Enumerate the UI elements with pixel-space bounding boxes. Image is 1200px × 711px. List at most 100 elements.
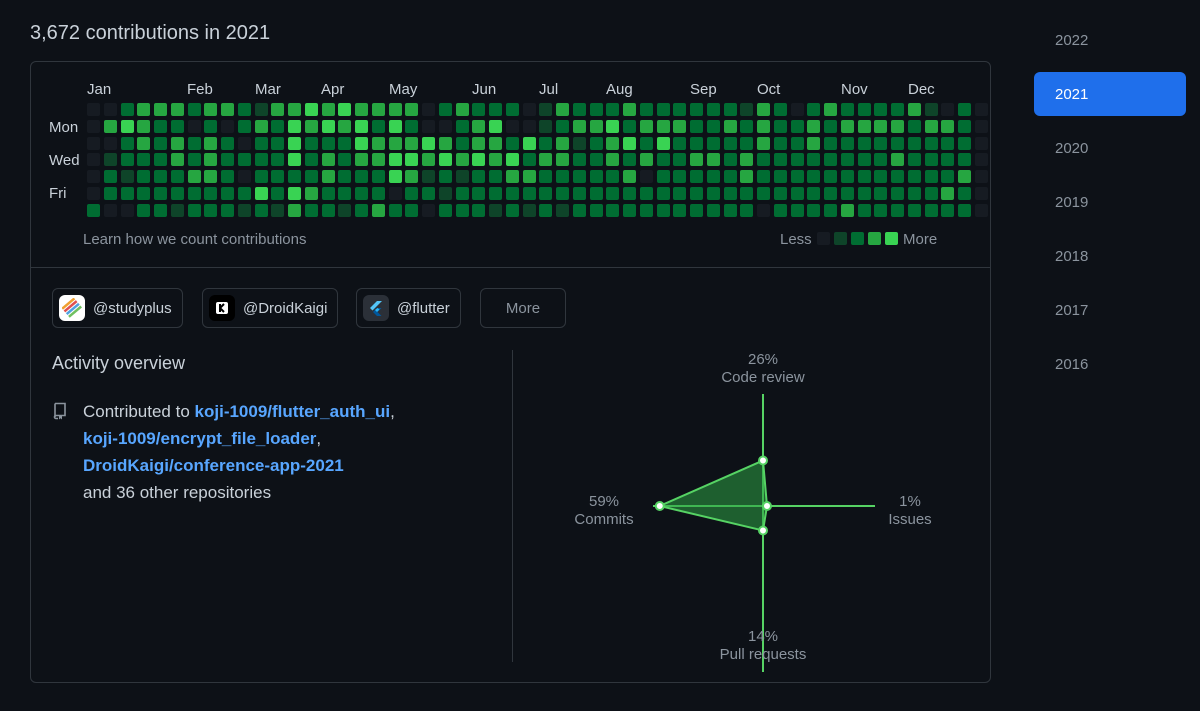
contribution-cell[interactable] bbox=[522, 186, 536, 200]
contribution-cell[interactable] bbox=[706, 136, 720, 150]
contribution-cell[interactable] bbox=[941, 203, 955, 217]
contribution-cell[interactable] bbox=[489, 186, 502, 200]
contribution-cell[interactable] bbox=[857, 153, 871, 167]
contribution-cell[interactable] bbox=[958, 103, 971, 116]
contribution-cell[interactable] bbox=[154, 203, 167, 217]
contribution-cell[interactable] bbox=[154, 119, 167, 133]
contribution-cell[interactable] bbox=[154, 153, 167, 167]
contribution-cell[interactable] bbox=[455, 136, 469, 150]
contribution-cell[interactable] bbox=[941, 119, 955, 133]
contribution-cell[interactable] bbox=[639, 170, 653, 183]
contribution-cell[interactable] bbox=[489, 170, 502, 183]
contribution-cell[interactable] bbox=[438, 136, 452, 150]
contribution-cell[interactable] bbox=[857, 203, 871, 217]
contribution-cell[interactable] bbox=[87, 203, 100, 217]
contribution-cell[interactable] bbox=[137, 103, 151, 116]
contribution-cell[interactable] bbox=[606, 186, 620, 200]
contribution-cell[interactable] bbox=[204, 153, 218, 167]
contribution-cell[interactable] bbox=[254, 119, 268, 133]
contribution-cell[interactable] bbox=[187, 136, 201, 150]
contribution-cell[interactable] bbox=[807, 119, 821, 133]
contribution-cell[interactable] bbox=[673, 186, 687, 200]
contribution-cell[interactable] bbox=[824, 136, 837, 150]
contribution-cell[interactable] bbox=[338, 153, 352, 167]
contribution-cell[interactable] bbox=[388, 203, 402, 217]
contribution-cell[interactable] bbox=[288, 153, 301, 167]
contribution-cell[interactable] bbox=[874, 186, 888, 200]
contribution-cell[interactable] bbox=[288, 136, 301, 150]
contribution-cell[interactable] bbox=[572, 153, 586, 167]
contribution-cell[interactable] bbox=[757, 119, 770, 133]
contribution-cell[interactable] bbox=[304, 136, 318, 150]
contribution-cell[interactable] bbox=[539, 136, 553, 150]
contribution-cell[interactable] bbox=[137, 186, 151, 200]
year-button-2022[interactable]: 2022 bbox=[1055, 31, 1089, 49]
contribution-cell[interactable] bbox=[221, 170, 234, 183]
contribution-cell[interactable] bbox=[187, 119, 201, 133]
contribution-cell[interactable] bbox=[87, 153, 100, 167]
contribution-cell[interactable] bbox=[556, 203, 569, 217]
contribution-cell[interactable] bbox=[673, 103, 687, 116]
contribution-cell[interactable] bbox=[422, 119, 435, 133]
contribution-cell[interactable] bbox=[807, 170, 821, 183]
contribution-cell[interactable] bbox=[405, 170, 419, 183]
contribution-cell[interactable] bbox=[271, 203, 285, 217]
contribution-cell[interactable] bbox=[304, 170, 318, 183]
contribution-cell[interactable] bbox=[673, 153, 687, 167]
contribution-cell[interactable] bbox=[656, 119, 670, 133]
contribution-cell[interactable] bbox=[723, 186, 737, 200]
contribution-cell[interactable] bbox=[371, 103, 385, 116]
contribution-cell[interactable] bbox=[355, 119, 368, 133]
contribution-cell[interactable] bbox=[958, 186, 971, 200]
contribution-cell[interactable] bbox=[857, 103, 871, 116]
contribution-cell[interactable] bbox=[472, 170, 486, 183]
contribution-cell[interactable] bbox=[522, 170, 536, 183]
contribution-cell[interactable] bbox=[137, 136, 151, 150]
contribution-cell[interactable] bbox=[187, 203, 201, 217]
contribution-cell[interactable] bbox=[338, 103, 352, 116]
contribution-cell[interactable] bbox=[321, 203, 335, 217]
contribution-cell[interactable] bbox=[639, 103, 653, 116]
contribution-cell[interactable] bbox=[974, 203, 988, 217]
contribution-cell[interactable] bbox=[706, 103, 720, 116]
contribution-cell[interactable] bbox=[656, 170, 670, 183]
contribution-cell[interactable] bbox=[120, 119, 134, 133]
contribution-cell[interactable] bbox=[589, 119, 603, 133]
contribution-cell[interactable] bbox=[254, 136, 268, 150]
contribution-cell[interactable] bbox=[154, 186, 167, 200]
contribution-cell[interactable] bbox=[606, 103, 620, 116]
contribution-cell[interactable] bbox=[422, 103, 435, 116]
contribution-cell[interactable] bbox=[321, 119, 335, 133]
contribution-cell[interactable] bbox=[840, 186, 854, 200]
contribution-cell[interactable] bbox=[757, 186, 770, 200]
contribution-cell[interactable] bbox=[388, 186, 402, 200]
contribution-cell[interactable] bbox=[304, 186, 318, 200]
contribution-cell[interactable] bbox=[656, 203, 670, 217]
contribution-cell[interactable] bbox=[572, 103, 586, 116]
contribution-cell[interactable] bbox=[120, 103, 134, 116]
contribution-cell[interactable] bbox=[891, 153, 904, 167]
contribution-cell[interactable] bbox=[623, 136, 636, 150]
contribution-cell[interactable] bbox=[874, 170, 888, 183]
contribution-cell[interactable] bbox=[388, 119, 402, 133]
contribution-cell[interactable] bbox=[773, 170, 787, 183]
contribution-cell[interactable] bbox=[941, 153, 955, 167]
contribution-cell[interactable] bbox=[355, 186, 368, 200]
contribution-cell[interactable] bbox=[321, 103, 335, 116]
contribution-cell[interactable] bbox=[907, 186, 921, 200]
contribution-cell[interactable] bbox=[254, 103, 268, 116]
contribution-cell[interactable] bbox=[489, 153, 502, 167]
contribution-cell[interactable] bbox=[757, 203, 770, 217]
contribution-cell[interactable] bbox=[790, 170, 804, 183]
contribution-cell[interactable] bbox=[304, 103, 318, 116]
contribution-cell[interactable] bbox=[204, 186, 218, 200]
contribution-cell[interactable] bbox=[706, 203, 720, 217]
contribution-cell[interactable] bbox=[472, 153, 486, 167]
contribution-cell[interactable] bbox=[958, 136, 971, 150]
contribution-cell[interactable] bbox=[757, 170, 770, 183]
contribution-cell[interactable] bbox=[656, 186, 670, 200]
contribution-cell[interactable] bbox=[623, 153, 636, 167]
contribution-cell[interactable] bbox=[87, 103, 100, 116]
contribution-cell[interactable] bbox=[103, 136, 117, 150]
contribution-cell[interactable] bbox=[723, 119, 737, 133]
